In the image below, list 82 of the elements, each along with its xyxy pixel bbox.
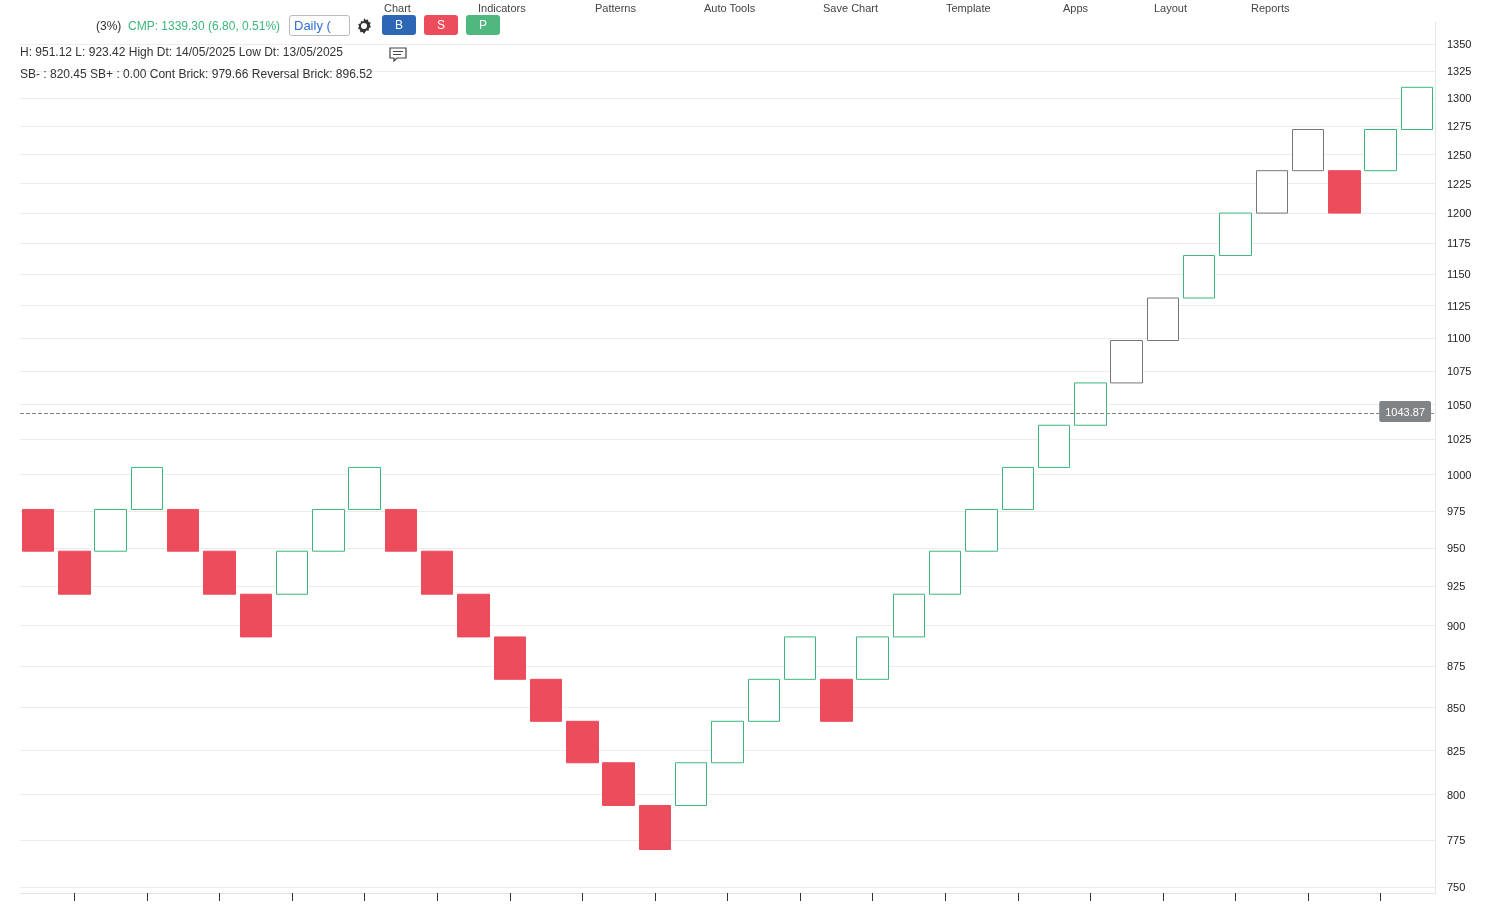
annotation: CMP: 1339.30 (6.80, 0.51%) bbox=[128, 19, 281, 33]
candlestick bbox=[639, 804, 671, 850]
y-tick-label: 1200 bbox=[1447, 207, 1472, 220]
y-tick-label: 850 bbox=[1447, 701, 1466, 714]
text: Reports bbox=[1251, 2, 1290, 14]
candlestick bbox=[856, 636, 889, 680]
y-tick-label: 1250 bbox=[1447, 148, 1472, 161]
y-tick-label: 925 bbox=[1447, 580, 1466, 593]
candlestick bbox=[167, 508, 199, 552]
candlestick bbox=[530, 678, 562, 722]
candlestick bbox=[748, 678, 780, 722]
candlestick bbox=[965, 508, 998, 552]
y-tick-label: 1100 bbox=[1447, 331, 1471, 344]
y-tick-label: 1075 bbox=[1447, 364, 1472, 377]
candlestick bbox=[1183, 255, 1215, 299]
annotation: (3%) bbox=[96, 19, 122, 33]
y-tick-label: 1300 bbox=[1447, 92, 1472, 105]
y-tick-label: 950 bbox=[1447, 542, 1466, 555]
y-tick-label: 775 bbox=[1447, 834, 1466, 847]
y-tick-label: 1175 bbox=[1447, 237, 1471, 250]
candlestick bbox=[1074, 382, 1107, 426]
text: Save Chart bbox=[823, 2, 879, 14]
annotation: Daily ( bbox=[289, 15, 350, 36]
y-tick-label: 1125 bbox=[1447, 299, 1471, 312]
text: Chart bbox=[384, 2, 411, 14]
text: Layout bbox=[1154, 2, 1188, 14]
y-tick-label: 1225 bbox=[1447, 177, 1472, 190]
y-tick-label: 1275 bbox=[1447, 120, 1472, 133]
text: Apps bbox=[1063, 2, 1089, 14]
annotation: S bbox=[424, 15, 458, 35]
text: Auto Tools bbox=[704, 2, 756, 14]
candlestick bbox=[1364, 129, 1397, 172]
y-tick-label: 1350 bbox=[1447, 38, 1472, 51]
text: Template bbox=[946, 2, 991, 14]
y-tick-label: 1000 bbox=[1447, 468, 1472, 481]
y-tick-label: 825 bbox=[1447, 744, 1466, 757]
y-tick-label: 900 bbox=[1447, 619, 1466, 632]
annotation: P bbox=[466, 15, 500, 35]
candlestick bbox=[457, 593, 490, 638]
ref-line-label: 1043.87 bbox=[1385, 405, 1425, 418]
candlestick bbox=[348, 466, 381, 510]
candlestick bbox=[1328, 170, 1361, 214]
candlestick bbox=[1002, 466, 1034, 510]
y-tick-label: 1150 bbox=[1447, 268, 1471, 281]
candlestick bbox=[711, 720, 744, 764]
candlestick bbox=[675, 762, 707, 806]
candlestick bbox=[820, 678, 853, 722]
candlestick bbox=[1292, 129, 1324, 172]
candlestick bbox=[602, 762, 635, 806]
candlestick bbox=[1219, 212, 1252, 257]
candlestick bbox=[94, 508, 127, 552]
candlestick bbox=[22, 508, 54, 552]
candlestick bbox=[58, 550, 91, 595]
candlestick bbox=[494, 636, 526, 680]
candlestick bbox=[1256, 170, 1288, 214]
text: Patterns bbox=[595, 2, 636, 14]
candlestick bbox=[240, 593, 272, 638]
candlestick bbox=[893, 593, 925, 638]
candlestick bbox=[1401, 86, 1433, 131]
candlestick bbox=[203, 550, 236, 595]
candlestick bbox=[566, 720, 599, 764]
candlestick bbox=[385, 508, 417, 552]
candlestick bbox=[784, 636, 816, 680]
y-tick-label: 1325 bbox=[1447, 64, 1472, 77]
candlestick bbox=[929, 550, 961, 595]
annotation: B bbox=[382, 15, 416, 35]
y-tick-label: 1050 bbox=[1447, 398, 1472, 411]
candlestick bbox=[1038, 424, 1070, 468]
candlestick bbox=[421, 550, 453, 595]
candlestick bbox=[1147, 297, 1179, 341]
candlestick bbox=[312, 508, 345, 552]
candlestick bbox=[1110, 340, 1143, 384]
candlestick bbox=[131, 466, 163, 510]
y-tick-label: 750 bbox=[1447, 881, 1466, 894]
y-tick-label: 975 bbox=[1447, 504, 1466, 517]
y-tick-label: 800 bbox=[1447, 788, 1466, 801]
annotation: H: 951.12 L: 923.42 High Dt: 14/05/2025 Low Dt: 13/05/2025 bbox=[20, 45, 343, 59]
y-tick-label: 875 bbox=[1447, 660, 1466, 673]
annotation: SB- : 820.45 SB+ : 0.00 Cont Brick: 979.66 Reversal Brick: 896.52 bbox=[20, 67, 373, 81]
text: Indicators bbox=[478, 2, 526, 14]
y-tick-label: 1025 bbox=[1447, 433, 1472, 446]
candlestick bbox=[276, 550, 308, 595]
